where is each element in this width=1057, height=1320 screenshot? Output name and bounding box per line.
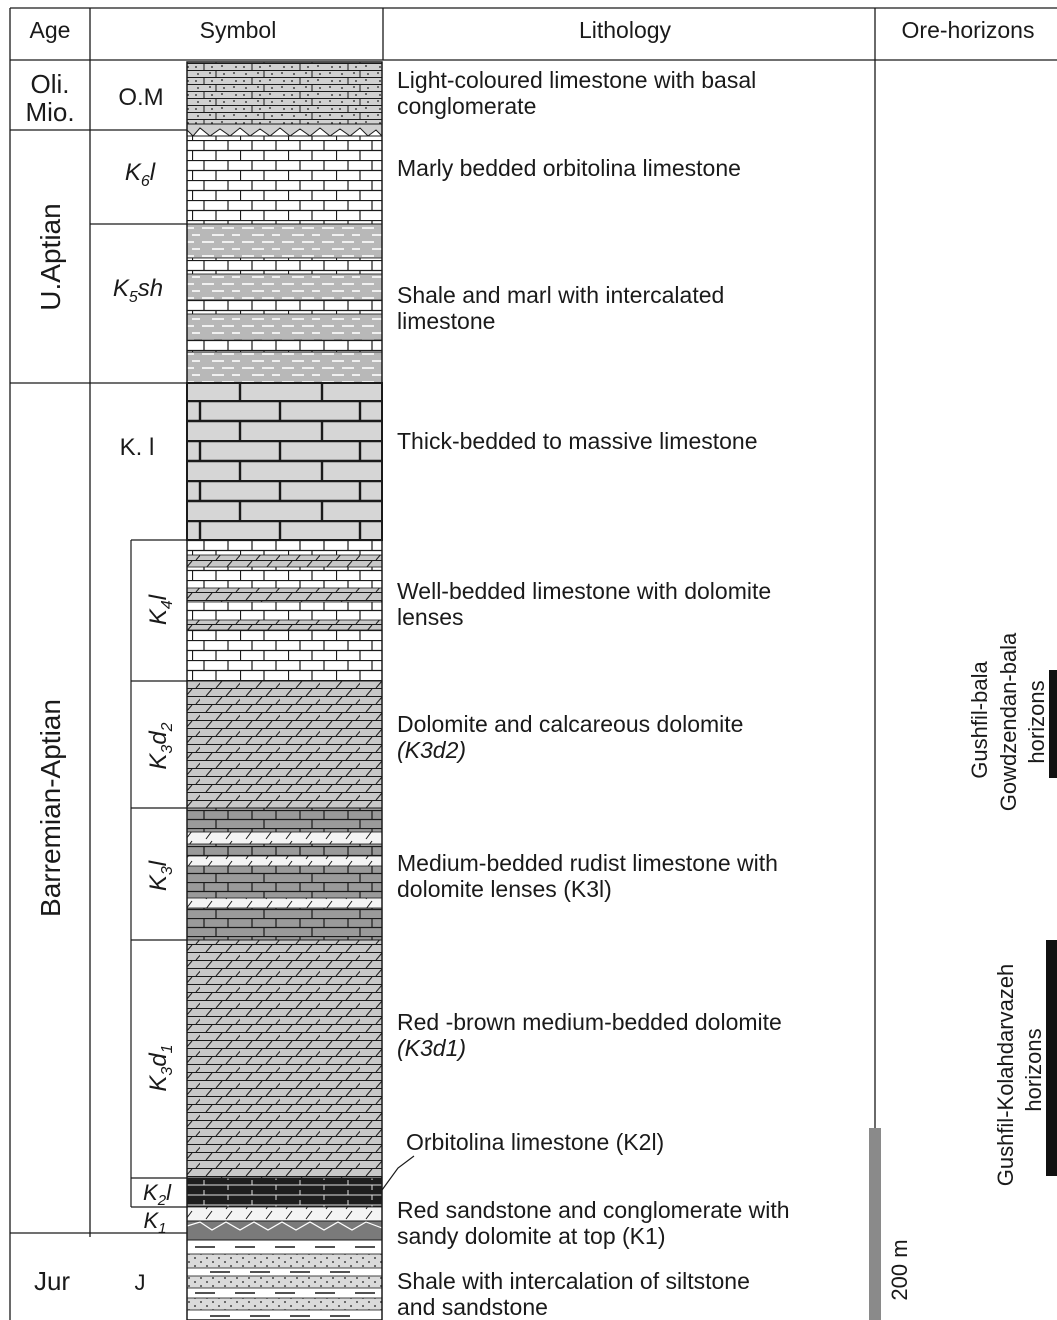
desc-j-line1: Shale with intercalation of siltstone: [397, 1268, 750, 1294]
layer-k2l-orbitolina-limestone: [186, 1177, 383, 1208]
layer-kl-massive-limestone: [186, 382, 383, 541]
desc-om-line2: conglomerate: [397, 93, 536, 119]
age-jurassic: Jur: [34, 1266, 70, 1296]
layer-k1-sandy-dolomite: [186, 1206, 383, 1222]
layer-k4l-dolomite-lens-2: [186, 587, 383, 603]
scale-bar: [869, 1128, 881, 1320]
ore-horizon-bar-upper: [1049, 670, 1057, 778]
desc-k3l-line1: Medium-bedded rudist limestone with: [397, 850, 778, 876]
layer-k1-erosion-surface: [186, 1221, 383, 1231]
desc-k5sh-line1: Shale and marl with intercalated: [397, 282, 724, 308]
layer-k5sh-limestone-band-2: [186, 299, 383, 315]
desc-k6l-line1: Marly bedded orbitolina limestone: [397, 155, 741, 181]
desc-k4l-line2: lenses: [397, 604, 463, 630]
ore-horizons-header: Ore-horizons: [902, 17, 1035, 43]
desc-k3l-line2: dolomite lenses (K3l): [397, 876, 612, 902]
layer-k3d2-dolomite: [186, 680, 383, 809]
desc-om-line1: Light-coloured limestone with basal: [397, 67, 756, 93]
layer-j-sandstone-2: [186, 1275, 383, 1289]
layer-j-sandstone-3: [186, 1297, 383, 1311]
layer-k4l-dolomite-lens-1: [186, 554, 383, 568]
unit-k3d1-label: K3d1: [145, 1044, 176, 1091]
column-outline: [186, 61, 383, 1320]
layer-j-shale-dashes: [195, 1246, 375, 1317]
unit-k1-label: K1: [143, 1208, 166, 1237]
layer-k3l-dolomite-lens-2: [186, 855, 383, 867]
symbol-header: Symbol: [200, 17, 277, 43]
age-header: Age: [30, 17, 71, 43]
unit-k4l-label: K4l: [145, 594, 176, 625]
layer-k3l-dolomite-lens-3: [186, 897, 383, 909]
desc-k3d1-line1: Red -brown medium-bedded dolomite: [397, 1009, 782, 1035]
desc-k3d2-line1: Dolomite and calcareous dolomite: [397, 711, 743, 737]
ore-horizon-bar-lower: [1046, 940, 1057, 1176]
desc-k1-line2: sandy dolomite at top (K1): [397, 1223, 665, 1249]
age-miocene: Mio.: [25, 97, 74, 127]
desc-k1-line1: Red sandstone and conglomerate with: [397, 1197, 790, 1223]
desc-k4l-line1: Well-bedded limestone with dolomite: [397, 578, 771, 604]
ore-horizon-upper-line2: Gowdzendan-bala: [996, 632, 1021, 811]
layer-k3l-dolomite-lens-1: [186, 831, 383, 845]
layer-k5sh-limestone-band-3: [186, 339, 383, 353]
age-oligocene: Oli.: [31, 69, 70, 99]
layer-k4l-dolomite-lens-3: [186, 619, 383, 631]
desc-kl-line1: Thick-bedded to massive limestone: [397, 428, 758, 454]
desc-k2l-line1: Orbitolina limestone (K2l): [406, 1129, 664, 1155]
layer-om-limestone: [186, 61, 383, 125]
unit-kl-label: K. l: [120, 434, 155, 461]
layer-k3l-rudist-limestone: [186, 807, 383, 941]
layer-j-sandstone-1: [186, 1253, 383, 1269]
ore-horizon-upper-line1: Gushfil-bala: [967, 661, 992, 779]
desc-k3d1-line2: (K3d1): [397, 1035, 466, 1061]
unit-k6l-label: K6l: [125, 159, 156, 190]
lithology-column: [186, 61, 383, 1320]
formation-subcolumn: [130, 539, 187, 1208]
lithology-header: Lithology: [579, 17, 672, 43]
layer-k5sh-limestone-band-1: [186, 257, 383, 275]
layer-k3d1-dolomite: [186, 939, 383, 1179]
unit-k2l-label: K2l: [143, 1180, 172, 1209]
unit-k5sh-label: K5sh: [113, 275, 163, 306]
layer-om-basal-conglomerate: [186, 123, 383, 138]
age-barremian-aptian: Barremian-Aptian: [35, 699, 66, 917]
k2l-leader-line: [381, 1155, 415, 1191]
ore-horizon-lower-line1: Gushfil-Kolahdarvazeh: [993, 964, 1018, 1187]
ore-horizon-lower-line2: horizons: [1021, 1028, 1046, 1111]
layer-k6l-marly-limestone: [186, 135, 383, 225]
unit-k3d2-label: K3d2: [145, 722, 176, 769]
table-frame: [9, 7, 1057, 1320]
ore-horizon-upper-line3: horizons: [1024, 680, 1049, 763]
scale-bar-label: 200 m: [887, 1239, 912, 1300]
unit-om-label: O.M: [118, 84, 163, 111]
unit-j-label: J: [135, 1270, 146, 1295]
unit-k3l-label: K3l: [145, 860, 176, 891]
lithology-descriptions: Light-coloured limestone with basal cong…: [397, 67, 790, 1320]
age-upper-aptian: U.Aptian: [35, 203, 66, 310]
desc-j-line2: and sandstone: [397, 1294, 548, 1320]
desc-k5sh-line2: limestone: [397, 308, 495, 334]
desc-k3d2-line2: (K3d2): [397, 737, 466, 763]
